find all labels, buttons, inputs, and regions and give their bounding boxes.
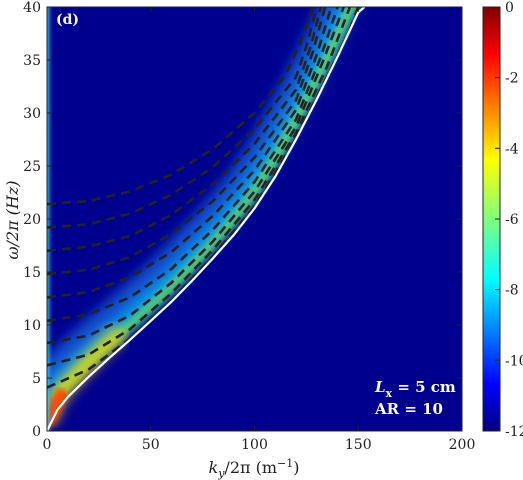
annotation-subscript: x (386, 387, 393, 400)
y-axis-ticks: 0 5 10 15 20 25 30 35 40 (23, 0, 462, 440)
mode-curve-3 (47, 7, 345, 345)
x-label-close: ) (293, 458, 299, 477)
panel-label: (d) (56, 12, 79, 28)
colorbar-tick-label: -12 (505, 424, 523, 440)
x-label-sub: y (217, 467, 225, 480)
x-label-k: k (209, 458, 219, 477)
annotation-line2: AR = 10 (374, 400, 443, 418)
x-tick-label: 100 (241, 437, 268, 453)
y-tick-label: 0 (32, 424, 41, 440)
x-axis-label: ky/2π (m−1) (209, 457, 300, 480)
y-tick-label: 30 (23, 106, 41, 122)
mode-curve-5 (47, 7, 333, 299)
heatmap-area: 0 50 100 150 200 0 5 10 15 20 25 30 35 40 (d) Lx = 5… (23, 0, 475, 453)
y-tick-label: 5 (32, 371, 41, 387)
y-tick-label: 15 (23, 265, 41, 281)
colorbar-tick-label: -10 (505, 353, 523, 369)
x-tick-label: 0 (43, 437, 52, 453)
mode-curve-7 (47, 7, 323, 253)
annotation-l: L (374, 378, 386, 396)
dispersion-curve (47, 7, 366, 431)
colorbar-tick-label: -2 (505, 71, 519, 87)
y-tick-label: 35 (23, 53, 41, 69)
annotation-rest: = 5 cm (392, 378, 456, 396)
mode-curve-4 (47, 7, 339, 323)
annotation-line1: Lx = 5 cm (374, 378, 456, 400)
colorbar-ticks: 0 -2 -4 -6 -8 -10 -12 (495, 0, 523, 440)
x-axis-ticks: 0 50 100 150 200 (43, 7, 476, 453)
x-tick-label: 200 (449, 437, 476, 453)
heatmap-background (47, 7, 462, 431)
y-tick-label: 40 (23, 0, 41, 16)
mode-curve-9 (47, 7, 314, 206)
colorbar-tick-label: -4 (505, 141, 519, 157)
x-label-rest: /2π (m (224, 458, 277, 477)
colorbar-tick-label: 0 (505, 0, 514, 16)
annotation-box: Lx = 5 cm AR = 10 (374, 378, 456, 418)
x-tick-label: 50 (142, 437, 160, 453)
y-axis-label: ω/2π (Hz) (3, 180, 22, 259)
colorbar-tick-label: -6 (505, 212, 519, 228)
colorbar: 0 -2 -4 -6 -8 -10 -12 (482, 0, 523, 440)
y-tick-label: 20 (23, 212, 41, 228)
mode-curve-6 (47, 7, 327, 276)
y-tick-label: 25 (23, 159, 41, 175)
x-label-sup: −1 (277, 457, 293, 470)
y-tick-label: 10 (23, 318, 41, 334)
colorbar-tick-label: -8 (505, 283, 519, 299)
x-tick-label: 150 (345, 437, 372, 453)
